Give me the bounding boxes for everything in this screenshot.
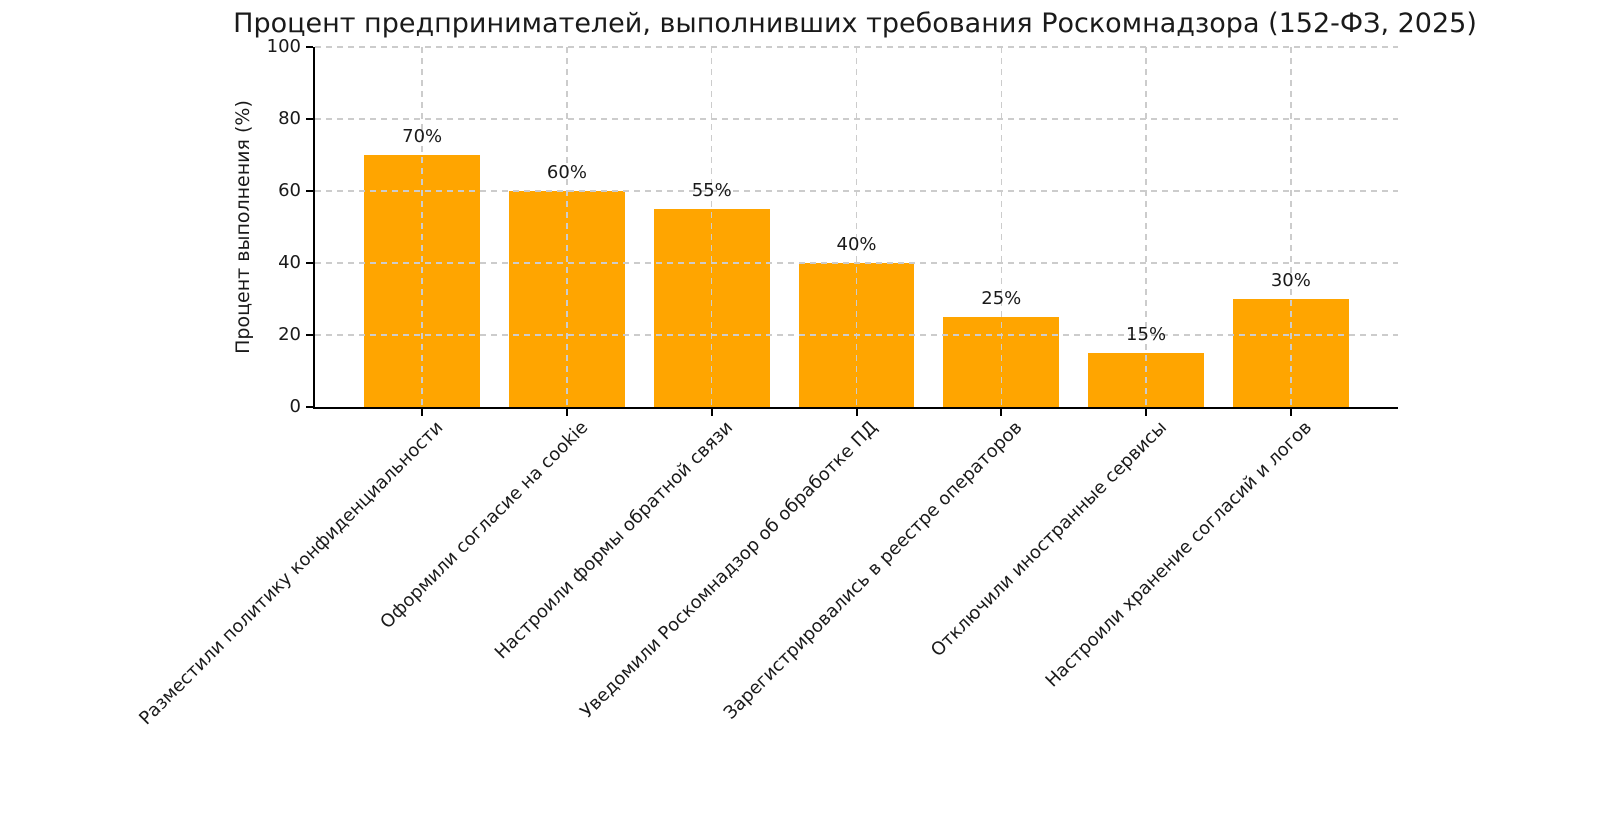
x-tick-mark bbox=[1289, 409, 1292, 416]
y-tick-mark bbox=[306, 190, 313, 192]
bar-value-label: 15% bbox=[1126, 324, 1167, 345]
y-axis-label: Процент выполнения (%) bbox=[232, 100, 254, 354]
gridline-vertical bbox=[1290, 47, 1292, 407]
x-tick-label: Разместили политику конфиденциальности bbox=[134, 417, 448, 730]
bar-value-label: 30% bbox=[1270, 270, 1311, 291]
y-tick-mark bbox=[306, 262, 313, 264]
chart-title: Процент предпринимателей, выполнивших тр… bbox=[233, 8, 1477, 39]
bar-value-label: 60% bbox=[546, 162, 587, 183]
y-tick-label: 100 bbox=[266, 36, 301, 57]
x-tick-label: Настроили хранение согласий и логов bbox=[1041, 417, 1316, 692]
y-tick-mark bbox=[306, 118, 313, 120]
gridline-vertical bbox=[421, 47, 423, 407]
x-tick-mark bbox=[855, 409, 858, 416]
gridline-vertical bbox=[566, 47, 568, 407]
gridline-vertical bbox=[855, 47, 858, 407]
x-tick-label: Настроили формы обратной связи bbox=[490, 417, 737, 664]
gridline-vertical bbox=[1000, 47, 1003, 407]
x-tick-label: Уведомили Роскомнадзор об обработке ПД bbox=[576, 417, 882, 723]
x-axis-spine bbox=[313, 407, 1398, 409]
y-tick-label: 80 bbox=[278, 108, 301, 129]
y-tick-mark bbox=[306, 406, 313, 408]
y-tick-label: 20 bbox=[278, 324, 301, 345]
bar-value-label: 70% bbox=[402, 126, 443, 147]
y-axis-spine bbox=[313, 47, 315, 409]
x-tick-mark bbox=[421, 409, 424, 416]
y-tick-mark bbox=[306, 334, 313, 336]
y-tick-label: 60 bbox=[278, 180, 301, 201]
x-tick-mark bbox=[1000, 409, 1003, 416]
y-tick-label: 40 bbox=[278, 252, 301, 273]
bar-value-label: 40% bbox=[836, 234, 877, 255]
x-tick-mark bbox=[710, 409, 713, 416]
y-tick-mark bbox=[306, 46, 313, 48]
bar-value-label: 55% bbox=[691, 180, 732, 201]
x-tick-mark bbox=[565, 409, 568, 416]
x-tick-label: Зарегистрировались в реестре операторов bbox=[719, 417, 1027, 724]
x-tick-label: Отключили иностранные сервисы bbox=[926, 417, 1171, 662]
gridline-vertical bbox=[1145, 47, 1147, 407]
x-tick-mark bbox=[1145, 409, 1148, 416]
bar-value-label: 25% bbox=[981, 288, 1022, 309]
y-tick-label: 0 bbox=[289, 396, 301, 417]
gridline-vertical bbox=[710, 47, 713, 407]
